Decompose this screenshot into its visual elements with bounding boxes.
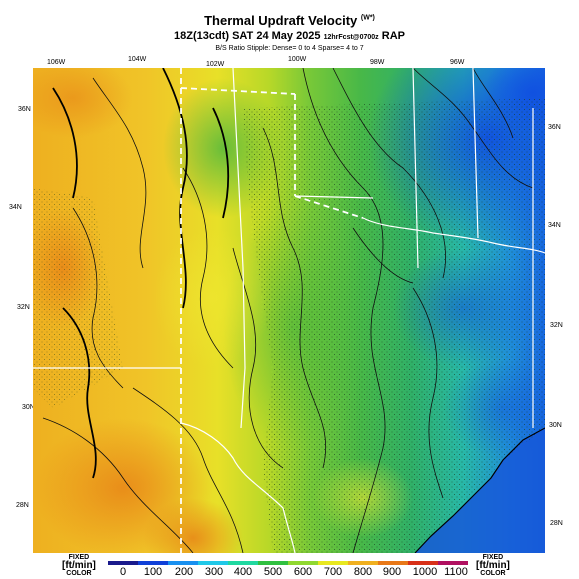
- color-bar-segment: [228, 561, 259, 565]
- title-text: Thermal Updraft Velocity: [204, 13, 358, 28]
- legend-right-unit: [ft/min]: [476, 560, 510, 571]
- color-bar-segment: [108, 561, 139, 565]
- color-bar-segment: [408, 561, 439, 565]
- subtitle-time: 18Z(13cdt) SAT 24 May 2025: [174, 30, 321, 42]
- color-bar-segment: [138, 561, 169, 565]
- legend-unit-left: FIXED [ft/min] COLOR: [62, 554, 96, 578]
- color-bar-tick-label: 500: [263, 566, 283, 578]
- subtitle-forecast: 12hrFcst@0700z: [323, 34, 379, 41]
- lat-label-right: 34N: [548, 222, 561, 229]
- map-title: Thermal Updraft Velocity (W*): [0, 13, 579, 28]
- legend-left-unit: [ft/min]: [62, 560, 96, 571]
- color-bar-tick-label: 100: [143, 566, 163, 578]
- color-bar: [108, 561, 468, 565]
- forecast-map: [33, 68, 545, 553]
- lon-label: 100W: [288, 56, 307, 63]
- color-bar-segment: [378, 561, 409, 565]
- color-bar-segment: [438, 561, 468, 565]
- lon-label: 98W: [370, 59, 385, 66]
- subtitle-model: RAP: [381, 30, 405, 42]
- color-bar-tick-label: 700: [323, 566, 343, 578]
- lat-label-right: 28N: [550, 520, 563, 527]
- lat-label-left: 34N: [9, 204, 22, 211]
- color-bar-tick-label: 1000: [412, 566, 438, 578]
- legend-right-top: FIXED: [482, 554, 504, 561]
- legend-right-bottom: COLOR: [480, 570, 506, 577]
- color-bar-tick-label: 300: [204, 566, 224, 578]
- color-bar-segment: [318, 561, 349, 565]
- lon-label: 102W: [206, 61, 225, 68]
- stipple-note: B/S Ratio Stipple: Dense= 0 to 4 Sparse=…: [215, 45, 364, 52]
- color-bar-segment: [348, 561, 379, 565]
- lon-label: 104W: [128, 56, 147, 63]
- legend-unit-right: FIXED [ft/min] COLOR: [476, 554, 510, 578]
- lat-label-left: 30N: [22, 404, 35, 411]
- lat-label-right: 30N: [549, 422, 562, 429]
- color-bar-segment: [258, 561, 289, 565]
- lat-label-right: 32N: [550, 322, 563, 329]
- color-bar-tick-label: 200: [174, 566, 194, 578]
- lat-label-left: 32N: [17, 304, 30, 311]
- color-bar-segment: [288, 561, 319, 565]
- title-suffix: (W*): [360, 14, 375, 22]
- lat-label-left: 28N: [16, 502, 29, 509]
- legend-left-top: FIXED: [68, 554, 90, 561]
- map-subtitle: 18Z(13cdt) SAT 24 May 2025 12hrFcst@0700…: [0, 30, 579, 42]
- lon-label: 106W: [47, 59, 66, 66]
- color-bar-tick-label: 900: [382, 566, 402, 578]
- legend-left-bottom: COLOR: [66, 570, 92, 577]
- color-bar-tick-label: 600: [293, 566, 313, 578]
- lon-label: 96W: [450, 59, 465, 66]
- color-bar-tick-label: 800: [353, 566, 373, 578]
- color-bar-segment: [198, 561, 229, 565]
- lat-label-right: 36N: [548, 124, 561, 131]
- lat-label-left: 36N: [18, 106, 31, 113]
- color-bar-tick-label: 0: [119, 566, 127, 578]
- color-bar-tick-label: 400: [233, 566, 253, 578]
- color-bar-tick-label: 1100: [444, 566, 468, 578]
- color-bar-segment: [168, 561, 199, 565]
